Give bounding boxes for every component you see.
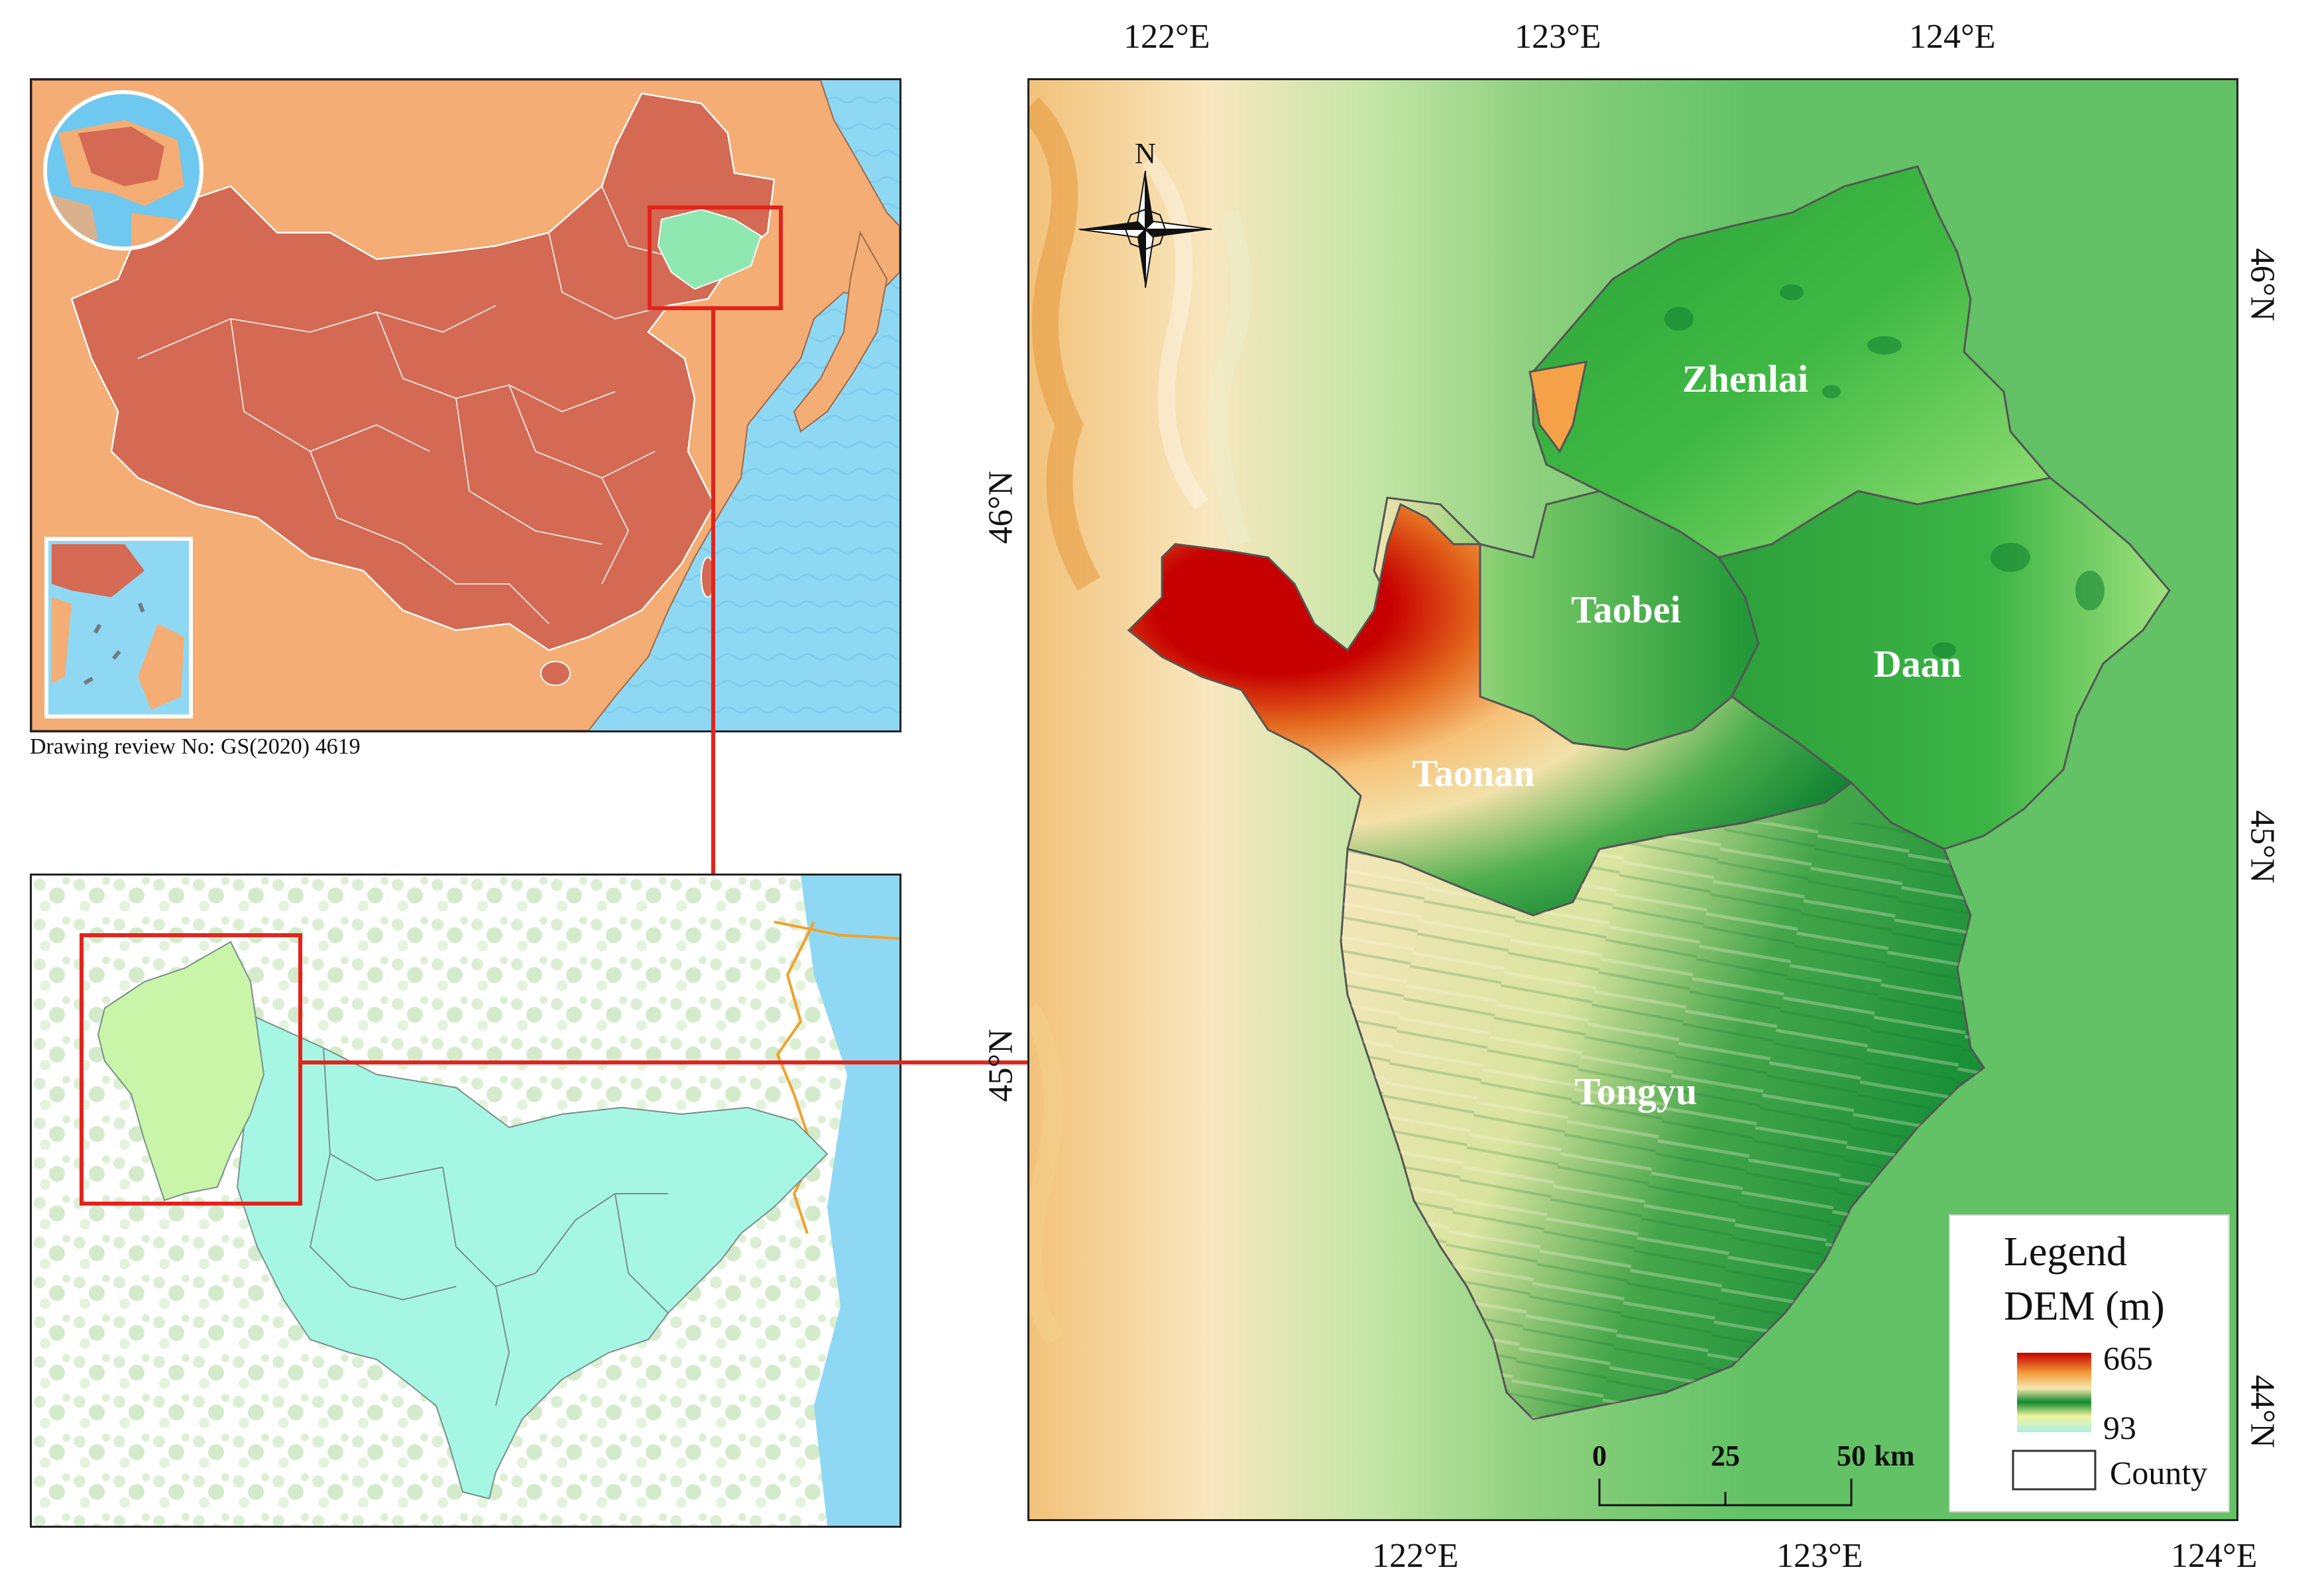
- study-area-shape: [97, 940, 265, 1202]
- hainan-island: [540, 661, 571, 686]
- left-axis-45: 45°N: [982, 1029, 1020, 1102]
- jilin-province-map: [30, 874, 901, 1528]
- island-east: [793, 231, 888, 433]
- border-line: [774, 921, 899, 940]
- label-daan: Daan: [1874, 642, 1961, 685]
- scale-bar: 0 25 50 km: [1592, 1440, 1915, 1507]
- top-axis-123: 123°E: [1515, 18, 1601, 56]
- county-taonan: [1127, 502, 1853, 917]
- dem-study-area-map: Zhenlai Taobei Daan Taonan Tongyu N 0 25…: [1027, 78, 2238, 1521]
- label-tongyu: Tongyu: [1575, 1070, 1698, 1113]
- bottom-axis-123: 123°E: [1776, 1537, 1863, 1575]
- legend-max: 665: [2103, 1340, 2153, 1377]
- zhenlai-west-tip: [1529, 361, 1587, 453]
- top-axis-124: 124°E: [1909, 18, 1996, 56]
- legend-color-ramp: [2017, 1353, 2091, 1432]
- bottom-axis-122: 122°E: [1372, 1537, 1459, 1575]
- right-axis-46: 46°N: [2243, 248, 2281, 321]
- study-area-highlight-box: [80, 933, 302, 1206]
- scale-tick-0: 0: [1592, 1440, 1607, 1472]
- right-axis-45: 45°N: [2243, 810, 2281, 883]
- dem-map-svg: Zhenlai Taobei Daan Taonan Tongyu N 0 25…: [1029, 80, 2236, 1519]
- legend-county-label: County: [2110, 1454, 2207, 1491]
- china-land: [70, 92, 776, 652]
- jilin-map-svg: [32, 876, 899, 1526]
- county-boundaries: [309, 1047, 669, 1406]
- south-china-sea-inset: [44, 537, 193, 718]
- jilin-province: [657, 208, 762, 290]
- top-axis-122: 122°E: [1124, 18, 1210, 56]
- drawing-review-note: Drawing review No: GS(2020) 4619: [30, 734, 361, 759]
- north-label: N: [1135, 137, 1156, 170]
- china-overview-map: [30, 78, 901, 732]
- label-taobei: Taobei: [1571, 588, 1680, 631]
- north-arrow: N: [1078, 137, 1212, 288]
- label-zhenlai: Zhenlai: [1682, 357, 1808, 400]
- legend-title: Legend: [2004, 1229, 2127, 1275]
- scale-tick-25: 25: [1711, 1440, 1740, 1472]
- legend-county-swatch: [2012, 1450, 2097, 1491]
- label-taonan: Taonan: [1413, 752, 1535, 795]
- scale-tick-50: 50: [1837, 1440, 1866, 1472]
- right-axis-44: 44°N: [2243, 1375, 2281, 1448]
- legend-box: Legend DEM (m) 665 93 County: [1949, 1214, 2230, 1512]
- bottom-axis-124: 124°E: [2171, 1537, 2258, 1575]
- scale-unit: km: [1874, 1440, 1914, 1472]
- sea-area: [801, 876, 899, 1526]
- left-axis-46: 46°N: [982, 471, 1020, 544]
- legend-dem-title: DEM (m): [2004, 1284, 2165, 1329]
- province-boundaries: [137, 186, 682, 624]
- terrain-texture: [1029, 97, 1251, 1345]
- lake-features: [1664, 284, 2105, 658]
- jilin-province-shape: [229, 1013, 829, 1500]
- border-line-east: [776, 921, 816, 1234]
- china-map-svg: [32, 80, 899, 730]
- legend-min: 93: [2103, 1409, 2136, 1446]
